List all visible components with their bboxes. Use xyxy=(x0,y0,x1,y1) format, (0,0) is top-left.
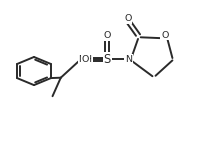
Text: O: O xyxy=(161,31,169,40)
Text: S: S xyxy=(103,53,111,66)
Text: O: O xyxy=(82,55,89,64)
Text: N: N xyxy=(125,55,132,64)
Text: O: O xyxy=(124,14,131,23)
Text: NH: NH xyxy=(78,55,92,64)
Text: O: O xyxy=(103,31,111,40)
